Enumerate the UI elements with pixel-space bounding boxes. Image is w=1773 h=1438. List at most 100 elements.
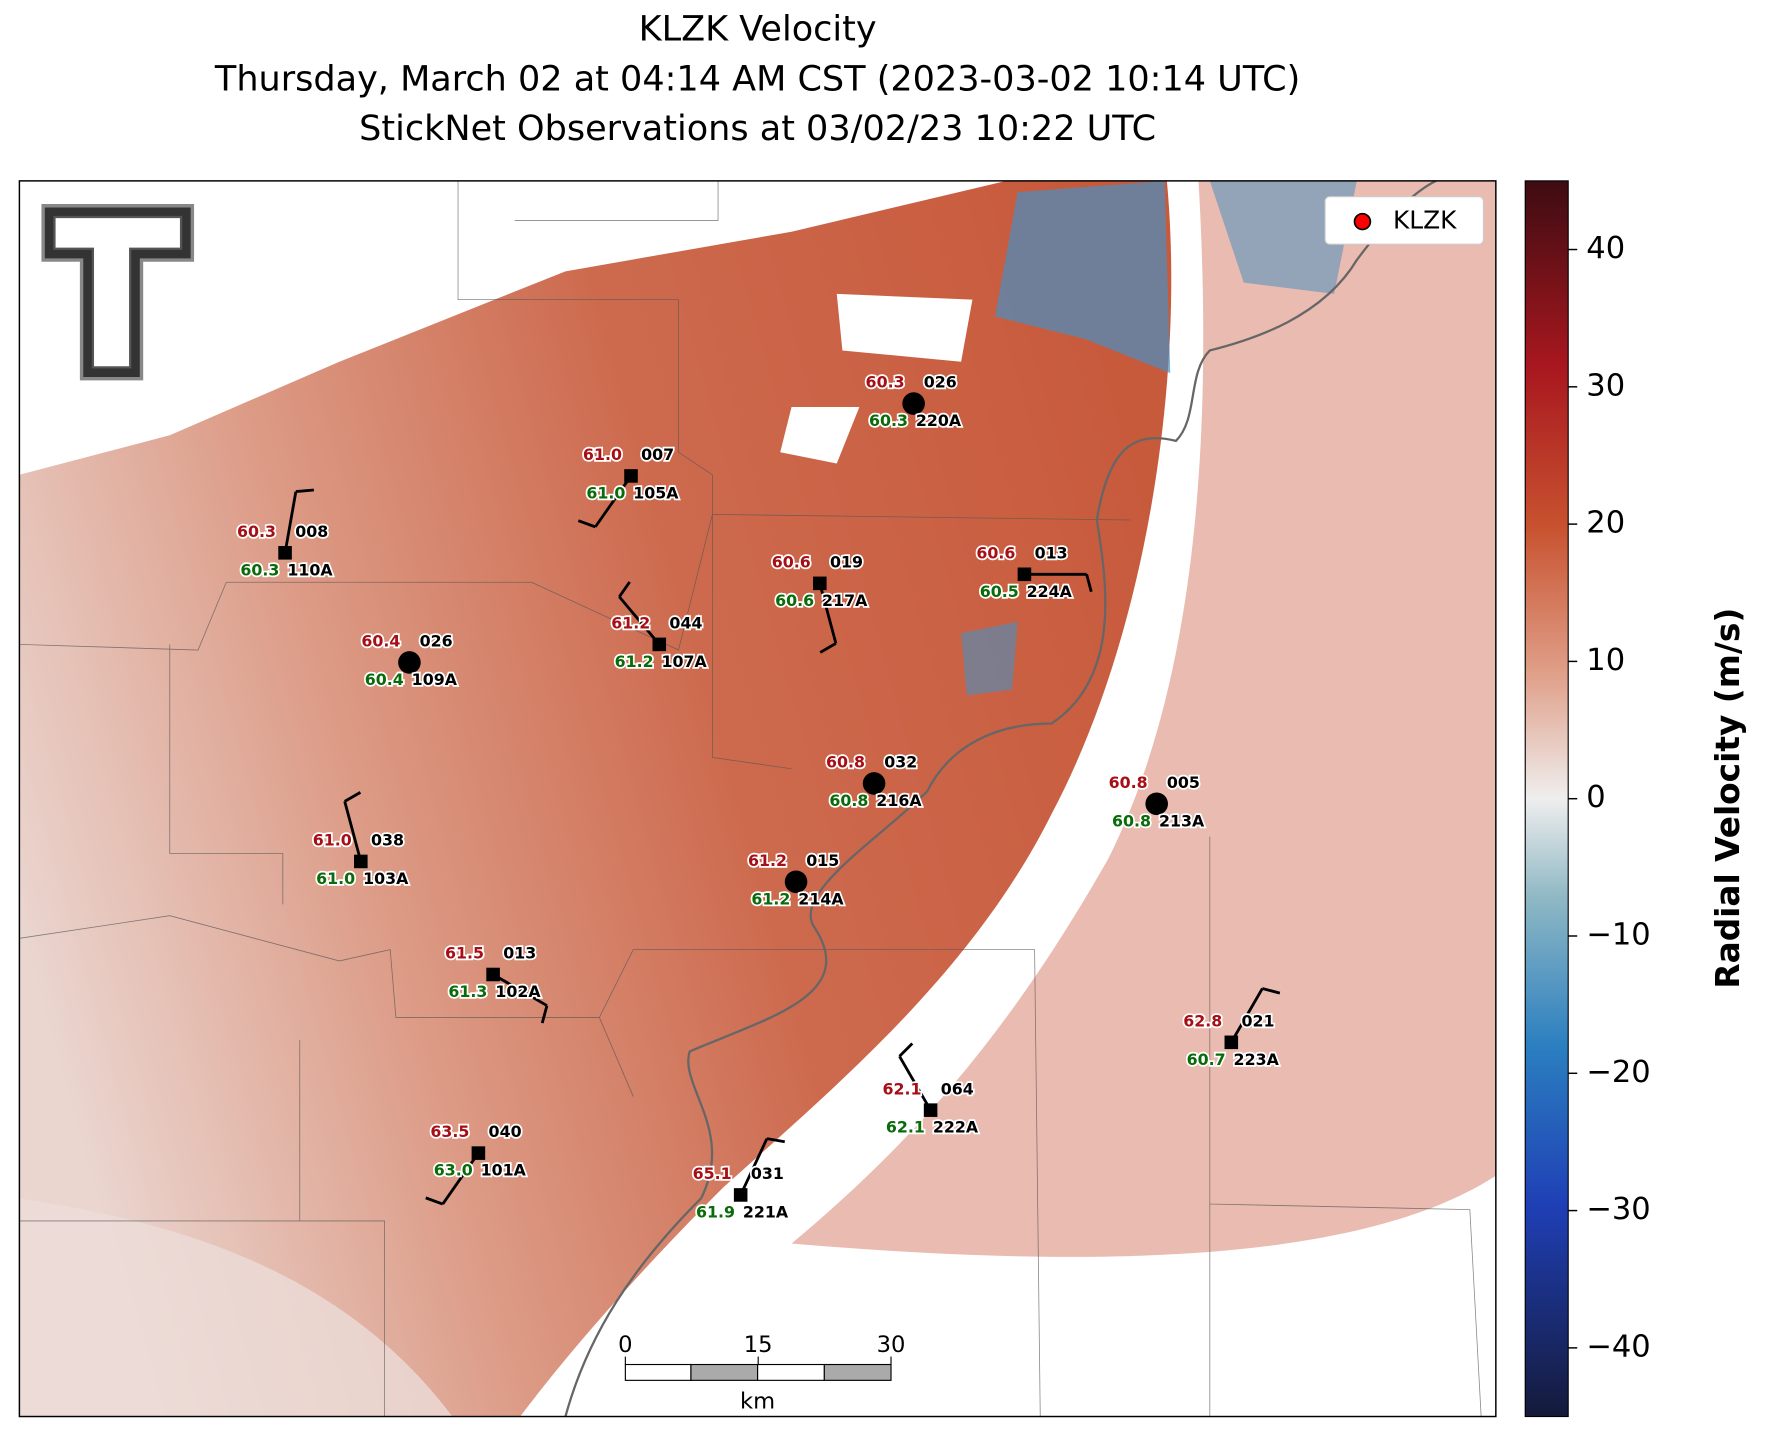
- station-marker: [1145, 792, 1168, 816]
- station: 61.2 044 61.2 107A: [610, 581, 709, 673]
- wind-barb-flag: [898, 1042, 914, 1058]
- station-id: 109A: [412, 670, 458, 689]
- colorbar-tick-label: 30: [1586, 368, 1625, 403]
- colorbar-tick-label: 10: [1586, 643, 1625, 678]
- wind-barb: [343, 801, 363, 862]
- wind-barb: [618, 595, 661, 646]
- legend-label: KLZK: [1393, 206, 1457, 235]
- wind-barb-flag: [618, 581, 631, 598]
- colorbar-tick-label: −30: [1586, 1192, 1650, 1227]
- scale-unit: km: [740, 1388, 775, 1414]
- station-temp: 61.2: [748, 851, 787, 870]
- station-marker: [813, 576, 827, 591]
- colorbar-tick-label: 20: [1586, 506, 1625, 541]
- station-temp: 60.8: [826, 753, 865, 772]
- wind-barb-flag: [1262, 987, 1281, 995]
- station-temp: 60.3: [237, 522, 276, 541]
- station-dew: 63.0: [434, 1161, 473, 1180]
- scale-tick-label: 0: [618, 1332, 632, 1358]
- colorbar-label: Radial Velocity (m/s): [1709, 608, 1747, 989]
- station-dew: 60.5: [980, 582, 1019, 601]
- station-marker: [1017, 567, 1032, 582]
- map-frame: [18, 180, 1497, 1418]
- station: 65.1 031 61.9 221A: [691, 1137, 791, 1223]
- logo: [41, 204, 195, 381]
- station-code: 040: [489, 1122, 522, 1141]
- station-code: 026: [420, 632, 453, 651]
- station-dew: 62.1: [886, 1118, 925, 1137]
- station: 62.8 021 60.7 223A: [1182, 987, 1281, 1071]
- station-id: 102A: [495, 982, 541, 1001]
- station-dew: 61.2: [751, 889, 790, 908]
- station-marker: [923, 1103, 938, 1117]
- station-code: 013: [503, 944, 536, 963]
- station-temp: 60.8: [1109, 773, 1148, 792]
- station-dew: 60.4: [365, 670, 404, 689]
- station-id: 107A: [662, 652, 708, 671]
- station-temp: 62.8: [1183, 1011, 1222, 1030]
- station-temp: 60.3: [866, 373, 905, 392]
- station-marker: [278, 546, 292, 560]
- wind-barb: [492, 973, 548, 1007]
- scale-tick-label: 15: [744, 1332, 773, 1358]
- station-temp: 61.0: [583, 445, 622, 464]
- station-dew: 61.0: [316, 869, 355, 888]
- colorbar-tick-label: −40: [1586, 1329, 1650, 1364]
- station-marker: [733, 1188, 748, 1202]
- station-temp: 60.6: [976, 543, 1015, 562]
- wind-barb: [283, 491, 298, 554]
- station-marker: [486, 967, 500, 982]
- station-temp: 61.5: [445, 944, 484, 963]
- station-code: 019: [830, 552, 863, 571]
- station-id: 224A: [1027, 582, 1073, 601]
- wind-barb: [898, 1055, 932, 1111]
- wind-barb: [441, 1152, 480, 1205]
- wind-barb-flag: [425, 1196, 444, 1206]
- scale-bar: km: [624, 1363, 892, 1414]
- station-dew: 61.0: [586, 484, 625, 503]
- station-code: 021: [1241, 1011, 1274, 1030]
- legend: KLZK: [1324, 196, 1484, 245]
- station: 62.1 064 62.1 222A: [881, 1042, 981, 1138]
- station: 60.3 008 60.3 110A: [235, 488, 335, 581]
- station: 61.0 007 61.0 105A: [577, 443, 681, 529]
- wind-barb: [594, 475, 633, 528]
- wind-barb-flag: [819, 642, 837, 654]
- station-dew: 60.3: [869, 411, 908, 430]
- colorbar: [1524, 180, 1569, 1418]
- wind-barb: [818, 582, 838, 644]
- station-code: 005: [1167, 773, 1200, 792]
- station-dew: 61.3: [448, 982, 487, 1001]
- title-line: StickNet Observations at 03/02/23 10:22 …: [359, 108, 1156, 149]
- colorbar-tick-label: 0: [1586, 780, 1605, 815]
- station-id: 110A: [287, 560, 333, 579]
- station-code: 031: [751, 1164, 784, 1183]
- station-marker: [398, 651, 421, 674]
- station-id: 101A: [481, 1161, 527, 1180]
- station-id: 220A: [916, 411, 962, 430]
- station: 61.0 038 61.0 103A: [311, 791, 411, 890]
- station: 60.8 005 60.8 213A: [1107, 771, 1207, 832]
- station-marker: [624, 469, 638, 483]
- station-id: 103A: [363, 869, 409, 888]
- station-code: 015: [806, 851, 839, 870]
- station-marker: [1224, 1035, 1239, 1050]
- wind-barb-flag: [295, 488, 315, 493]
- legend-marker: [1353, 212, 1372, 231]
- station-id: 214A: [798, 889, 844, 908]
- station-temp: 60.4: [361, 632, 400, 651]
- station-temp: 65.1: [693, 1164, 732, 1183]
- wind-barb-flag: [766, 1137, 786, 1144]
- station-dew: 60.8: [1112, 811, 1151, 830]
- station: 60.8 032 60.8 216A: [824, 751, 924, 812]
- wind-barb-flag: [344, 791, 362, 803]
- radar-field: [19, 180, 1496, 1417]
- colorbar-tick-label: −20: [1586, 1055, 1650, 1090]
- station-marker: [862, 772, 886, 795]
- wind-barb-flag: [577, 519, 596, 529]
- station-marker: [354, 854, 368, 869]
- wind-barb: [739, 1137, 769, 1196]
- station: 61.5 013 61.3 102A: [443, 942, 549, 1024]
